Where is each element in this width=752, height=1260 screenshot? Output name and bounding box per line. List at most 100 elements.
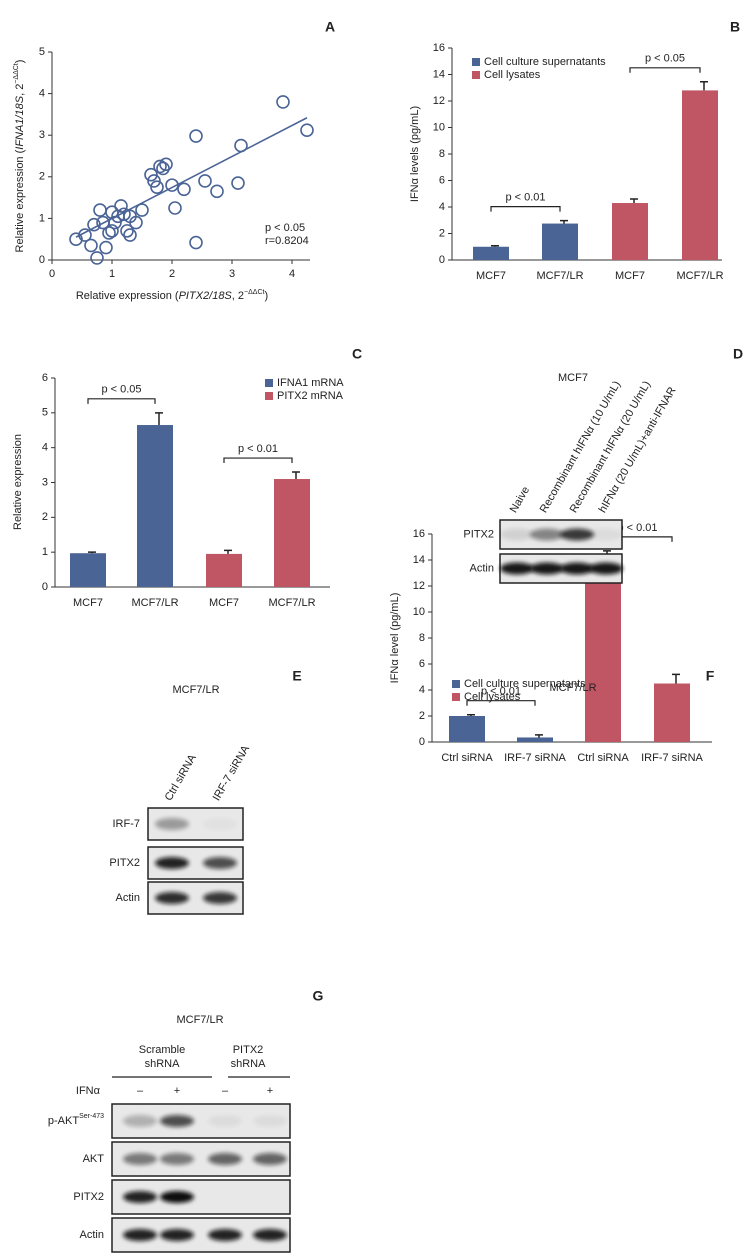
- row-name: AKT: [83, 1153, 105, 1165]
- y-tick-label: 8: [439, 148, 445, 160]
- band: [253, 1153, 287, 1165]
- error-bar: [467, 713, 475, 716]
- lane-label: Ctrl siRNA: [163, 752, 199, 803]
- bar: [517, 737, 553, 742]
- label-part: Relative expression (: [76, 290, 179, 302]
- band: [589, 528, 623, 541]
- point: [156, 161, 170, 176]
- row-label: PITX2: [109, 857, 140, 869]
- x-axis-label: Relative expression (PITX2/18S, 2−ΔΔCt): [76, 289, 268, 302]
- significance-bracket: [223, 457, 293, 464]
- y-tick-label: 6: [439, 174, 445, 186]
- panel-letter: F: [706, 668, 715, 684]
- y-tick-label: 4: [39, 88, 45, 100]
- band: [160, 1115, 194, 1127]
- legend-swatch: [452, 680, 460, 688]
- x-tick-label: MCF7/LR: [676, 270, 723, 282]
- y-tick-label: 14: [433, 68, 445, 80]
- point: [198, 174, 212, 188]
- y-tick-label: 6: [419, 658, 425, 670]
- y-axis-label: IFNα level (pg/mL): [389, 593, 401, 684]
- y-tick-label: 6: [42, 372, 48, 384]
- band: [208, 1229, 242, 1241]
- y-tick-label: 16: [413, 528, 425, 540]
- treatment-mark: –: [222, 1085, 229, 1097]
- x-tick-label: Ctrl siRNA: [577, 752, 629, 764]
- bar: [542, 223, 578, 260]
- point: [129, 215, 143, 230]
- y-tick-label: 2: [39, 171, 45, 183]
- x-tick-label: 4: [289, 268, 295, 280]
- row-label: AKT: [83, 1153, 105, 1165]
- label-part: ): [264, 290, 268, 302]
- legend-swatch: [452, 693, 460, 701]
- legend-swatch: [472, 71, 480, 79]
- bar: [137, 425, 173, 587]
- point: [300, 123, 314, 138]
- significance-label: p < 0.01: [481, 686, 521, 698]
- point: [123, 228, 137, 242]
- y-tick-label: 10: [433, 121, 445, 133]
- group-label: shRNA: [231, 1058, 267, 1070]
- row-label: Actin: [470, 562, 494, 574]
- point: [135, 203, 149, 217]
- band: [155, 892, 189, 904]
- y-tick-label: 0: [419, 736, 425, 748]
- point: [90, 251, 104, 265]
- y-tick-label: 5: [39, 46, 45, 58]
- band: [500, 528, 534, 541]
- band: [530, 562, 564, 575]
- point: [69, 232, 83, 246]
- row-label: Actin: [80, 1229, 104, 1241]
- band: [560, 562, 594, 575]
- y-tick-label: 0: [439, 254, 445, 266]
- legend-swatch: [265, 392, 273, 400]
- significance-bracket: [466, 700, 536, 706]
- y-tick-label: 10: [413, 606, 425, 618]
- y-tick-label: 0: [42, 581, 48, 593]
- y-tick-label: 12: [413, 580, 425, 592]
- band: [530, 528, 564, 541]
- point: [120, 224, 134, 238]
- band: [123, 1191, 157, 1203]
- x-tick-label: Ctrl siRNA: [441, 752, 493, 764]
- legend-label: IFNA1 mRNA: [277, 377, 344, 389]
- label-part: , 2: [14, 84, 26, 96]
- x-tick-label: 1: [109, 268, 115, 280]
- band: [203, 857, 237, 869]
- bar: [612, 203, 648, 260]
- point: [153, 159, 167, 174]
- point: [99, 240, 113, 255]
- row-label: p-AKTSer-473: [48, 1113, 104, 1127]
- legend-swatch: [472, 58, 480, 66]
- error-bar: [155, 412, 163, 426]
- error-bar: [224, 549, 232, 554]
- y-tick-label: 4: [42, 442, 48, 454]
- panel-letter: B: [730, 19, 740, 35]
- y-tick-label: 5: [42, 407, 48, 419]
- point: [117, 207, 131, 222]
- row-label: PITX2: [73, 1191, 104, 1203]
- x-tick-label: 2: [169, 268, 175, 280]
- bar: [473, 246, 509, 260]
- point: [114, 199, 128, 213]
- y-tick-label: 12: [433, 95, 445, 107]
- row-name: p-AKT: [48, 1115, 79, 1127]
- band: [560, 528, 594, 541]
- x-tick-label: 3: [229, 268, 235, 280]
- point: [168, 201, 182, 215]
- bar: [682, 90, 718, 261]
- significance-bracket: [629, 67, 701, 73]
- treatment-label: IFNα: [76, 1085, 101, 1097]
- band: [160, 1153, 194, 1165]
- x-tick-label: IRF-7 siRNA: [504, 752, 566, 764]
- error-bar: [672, 673, 680, 684]
- group-label: shRNA: [145, 1058, 181, 1070]
- x-tick-label: IRF-7 siRNA: [641, 752, 703, 764]
- annotation: p < 0.05: [265, 222, 305, 234]
- point: [189, 235, 203, 250]
- panel-letter: C: [352, 346, 362, 362]
- x-tick-label: MCF7/LR: [536, 270, 583, 282]
- y-tick-label: 3: [42, 476, 48, 488]
